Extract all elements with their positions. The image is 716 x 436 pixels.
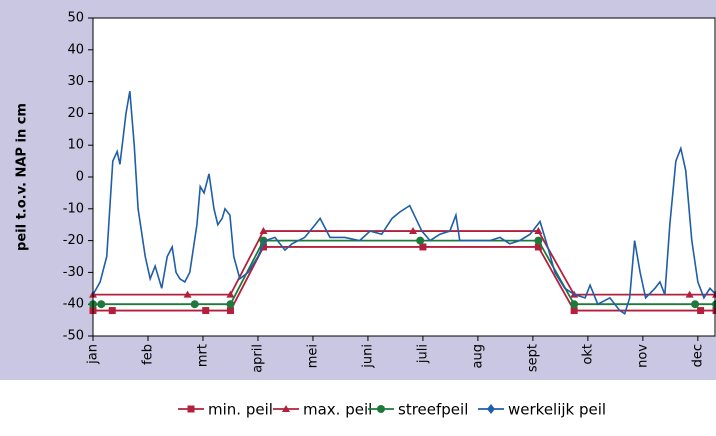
y-tick-label: -40 [63, 297, 84, 312]
series-marker [570, 300, 579, 309]
series-marker [183, 290, 192, 298]
series-marker [691, 300, 700, 309]
series-marker [416, 236, 425, 245]
series-marker [409, 227, 418, 235]
series-marker [259, 227, 268, 235]
y-tick-label: 30 [67, 74, 84, 89]
series-marker [202, 307, 210, 315]
legend-item: max. peil [273, 401, 372, 419]
series-marker [226, 307, 234, 315]
legend-label: min. peil [208, 401, 273, 419]
x-tick-label: juni [360, 344, 375, 369]
y-tick-label: -50 [63, 329, 84, 344]
legend-marker [187, 405, 195, 413]
legend-label: werkelijk peil [508, 401, 606, 419]
series-marker [108, 307, 116, 315]
legend-marker [487, 404, 495, 414]
x-tick-label: okt [580, 344, 595, 365]
series-marker [419, 243, 427, 251]
plot-area [93, 18, 716, 336]
series-marker [226, 300, 235, 309]
series-marker [570, 307, 578, 315]
series-marker [697, 307, 705, 315]
legend-item: min. peil [178, 401, 273, 419]
series-line [92, 91, 716, 315]
y-tick-label: 0 [76, 170, 84, 185]
series-marker [712, 307, 716, 315]
legend-marker [282, 405, 290, 412]
series-marker [685, 290, 694, 298]
series-marker [259, 236, 268, 245]
legend-label: max. peil [303, 401, 372, 419]
x-tick-label: nov [635, 344, 650, 368]
legend-marker [377, 405, 385, 413]
plot-border [92, 17, 716, 337]
series-line [93, 246, 716, 312]
y-tick-label: 10 [67, 138, 84, 153]
legend-item: streefpeil [368, 401, 468, 419]
x-tick-label: jan [86, 344, 101, 365]
x-tick-label: feb [140, 344, 155, 365]
series-marker [97, 300, 106, 309]
x-tick-label: mei [305, 344, 320, 368]
x-tick-label: dec [690, 344, 705, 367]
x-tick-label: april [250, 344, 265, 373]
y-tick-label: 20 [67, 106, 84, 121]
series-marker [534, 243, 542, 251]
x-tick-label: sept [525, 344, 540, 372]
series-marker [534, 236, 543, 245]
y-tick-label: 50 [67, 11, 84, 26]
y-tick-label: -10 [63, 201, 84, 216]
y-tick-label: -20 [63, 233, 84, 248]
y-tick-label: -30 [63, 265, 84, 280]
series-marker [534, 227, 543, 235]
legend-label: streefpeil [398, 401, 468, 419]
legend-item: werkelijk peil [478, 401, 606, 419]
y-axis-label: peil t.o.v. NAP in cm [15, 103, 30, 251]
x-tick-label: aug [470, 344, 485, 368]
x-tick-label: mrt [195, 344, 210, 367]
series-marker [190, 300, 199, 309]
series-line [93, 239, 716, 306]
y-tick-label: 40 [67, 42, 84, 57]
series-marker [226, 290, 235, 298]
series-marker [259, 243, 267, 251]
x-tick-label: juli [415, 344, 430, 364]
